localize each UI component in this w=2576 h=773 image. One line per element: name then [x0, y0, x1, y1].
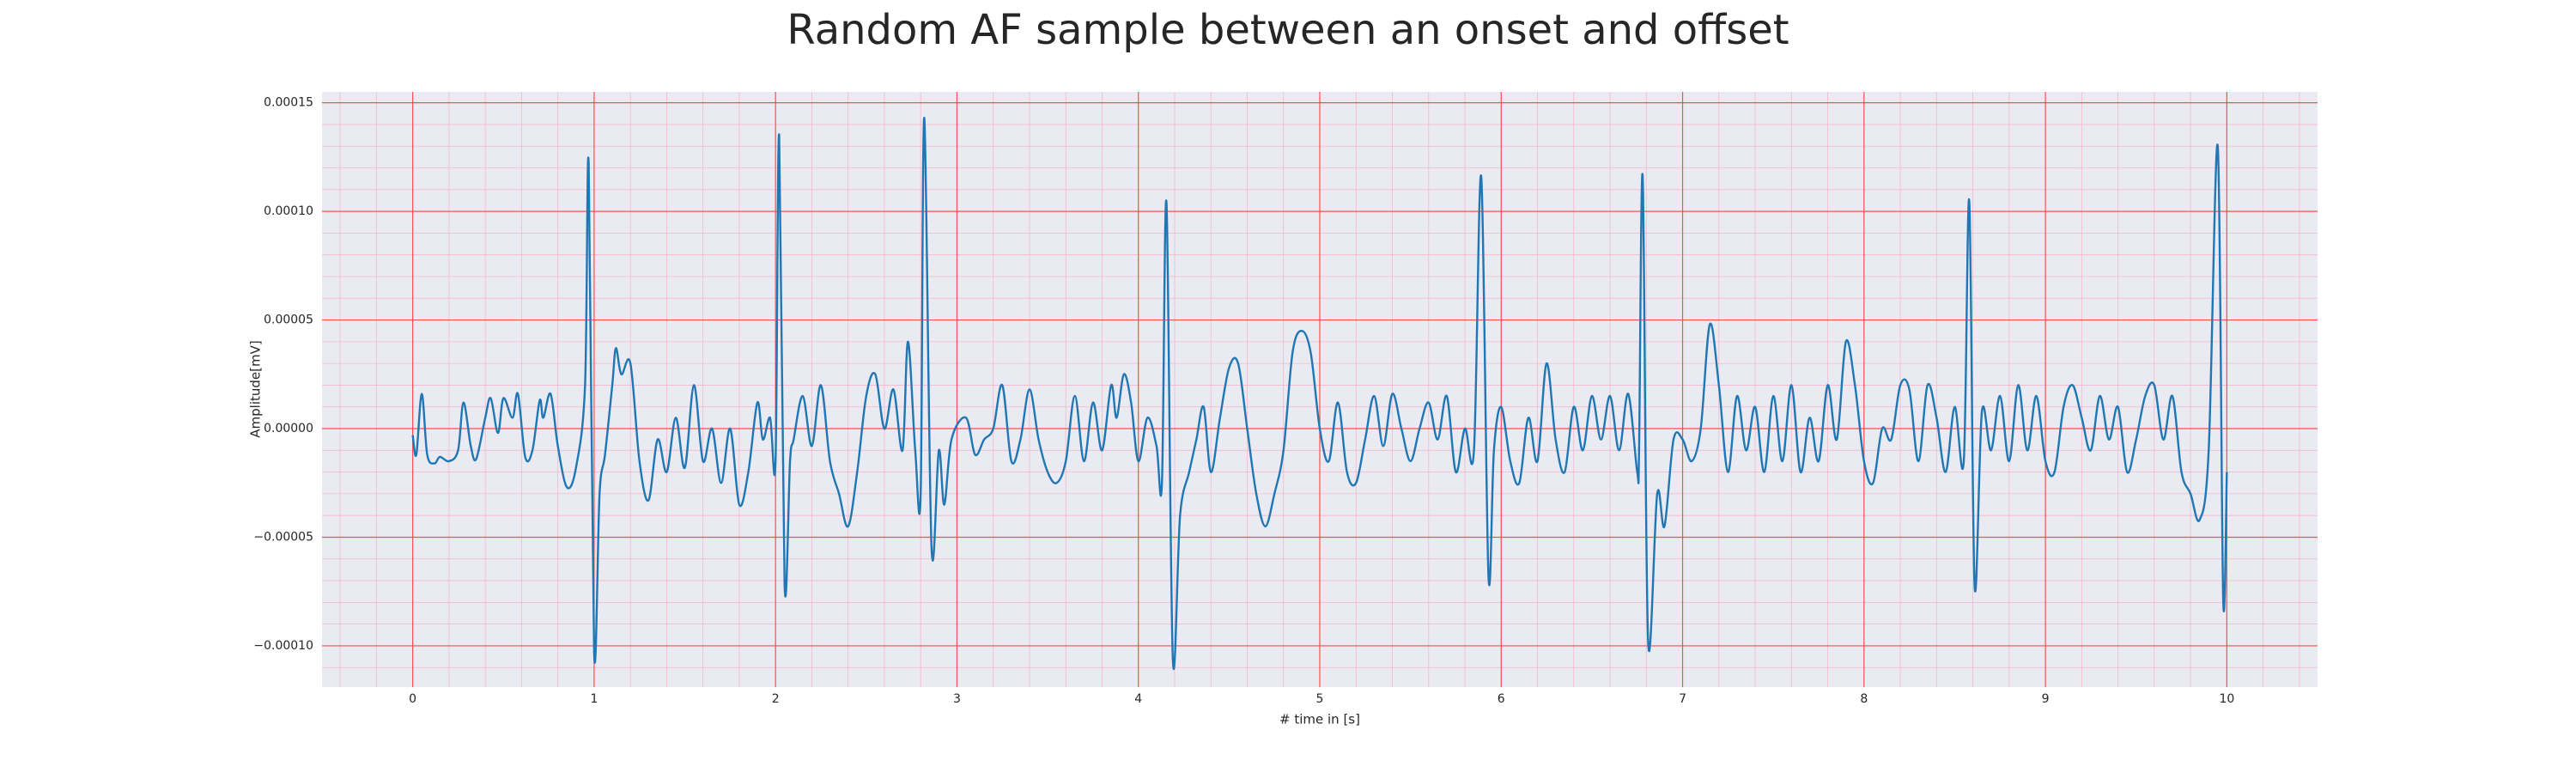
x-tick-label: 8 [1860, 692, 1868, 706]
x-tick-label: 2 [772, 692, 780, 706]
y-tick-label: 0.00000 [264, 422, 313, 435]
x-axis-label: # time in [s] [1279, 712, 1360, 727]
y-tick-label: 0.00015 [264, 96, 313, 110]
x-tick-label: 0 [409, 692, 416, 706]
y-tick-label: 0.00010 [264, 204, 313, 218]
x-tick-label: 6 [1498, 692, 1505, 706]
x-tick-label: 3 [953, 692, 961, 706]
y-tick-label: 0.00005 [264, 313, 313, 327]
y-tick-label: −0.00005 [253, 530, 313, 544]
y-tick-label: −0.00010 [253, 639, 313, 653]
signal-line [411, 117, 2228, 670]
chart-title: Random AF sample between an onset and of… [787, 6, 1789, 54]
x-tick-label: 9 [2042, 692, 2050, 706]
x-tick-label: 4 [1134, 692, 1142, 706]
x-tick-label: 7 [1679, 692, 1686, 706]
y-axis-label: Amplitude[mV] [248, 340, 264, 437]
x-tick-label: 10 [2219, 692, 2234, 706]
x-tick-label: 1 [590, 692, 598, 706]
x-tick-label: 5 [1316, 692, 1324, 706]
